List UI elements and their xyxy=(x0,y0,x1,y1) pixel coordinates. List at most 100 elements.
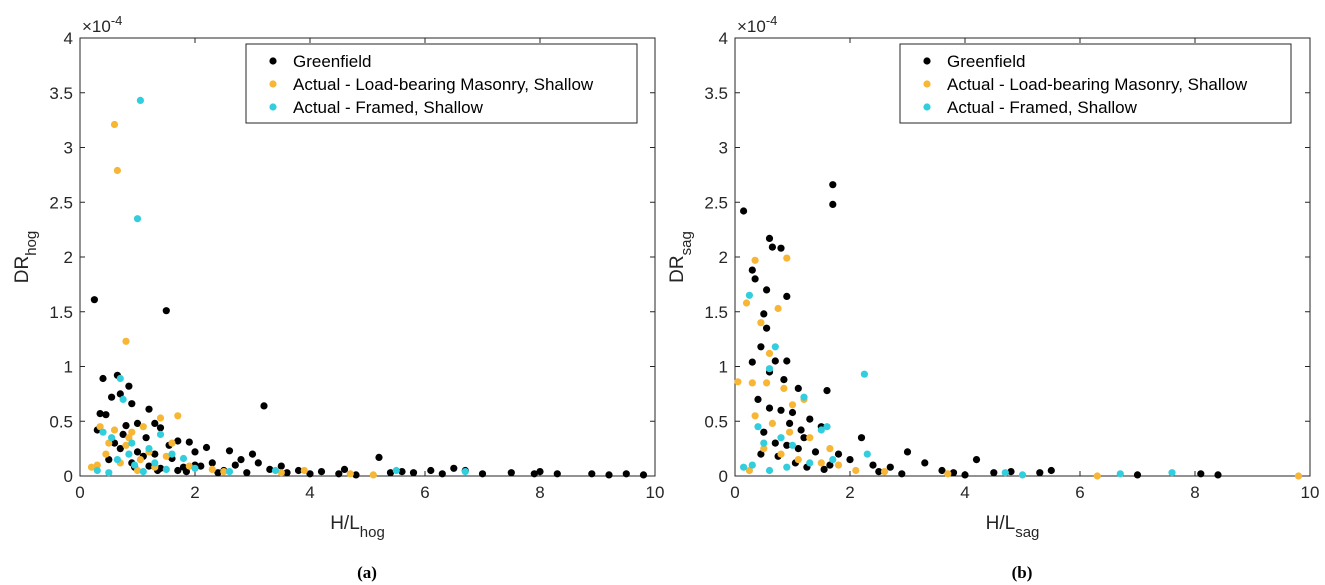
x-tick-label: 4 xyxy=(305,483,314,502)
data-point-masonry xyxy=(185,462,193,470)
y-axis-label: DRhog xyxy=(12,231,40,283)
data-point-greenfield xyxy=(438,470,446,478)
data-point-greenfield xyxy=(829,181,837,189)
data-point-masonry xyxy=(346,470,354,478)
y-tick-label: 3.5 xyxy=(49,84,73,103)
data-point-framed xyxy=(829,456,837,464)
data-point-greenfield xyxy=(794,384,802,392)
data-point-greenfield xyxy=(254,459,262,467)
data-point-framed xyxy=(179,454,188,463)
data-point-greenfield xyxy=(122,422,130,430)
data-point-greenfield xyxy=(757,343,765,351)
x-tick-label: 2 xyxy=(190,483,199,502)
data-point-greenfield xyxy=(128,400,136,408)
x-tick-label: 0 xyxy=(75,483,84,502)
data-point-framed xyxy=(748,461,756,469)
y-tick-label: 4 xyxy=(64,29,73,48)
y-tick-label: 1 xyxy=(64,358,73,377)
data-point-greenfield xyxy=(622,470,630,478)
data-point-greenfield xyxy=(185,438,193,446)
data-point-greenfield xyxy=(949,469,958,477)
data-point-masonry xyxy=(760,445,768,453)
data-point-greenfield xyxy=(777,244,785,252)
data-point-masonry xyxy=(220,468,228,476)
data-point-framed xyxy=(817,426,825,434)
data-point-greenfield xyxy=(174,437,182,445)
y-tick-label: 0.5 xyxy=(49,412,73,431)
data-point-greenfield xyxy=(823,387,831,395)
data-point-masonry xyxy=(122,441,130,449)
data-point-greenfield xyxy=(869,461,877,469)
y-tick-label: 3 xyxy=(719,139,728,158)
data-point-masonry xyxy=(156,414,165,422)
data-point-masonry xyxy=(93,461,101,469)
legend-label: Actual - Load-bearing Masonry, Shallow xyxy=(947,75,1248,94)
data-point-masonry xyxy=(174,412,182,420)
data-point-greenfield xyxy=(90,296,98,304)
data-point-masonry xyxy=(944,470,952,478)
data-point-framed xyxy=(151,459,159,467)
data-point-greenfield xyxy=(961,471,969,479)
data-point-greenfield xyxy=(794,445,802,453)
data-point-framed xyxy=(162,465,170,473)
data-point-greenfield xyxy=(119,430,127,438)
y-tick-label: 0 xyxy=(64,467,73,486)
data-point-framed xyxy=(392,466,400,475)
data-point-greenfield xyxy=(1047,466,1055,475)
legend-label: Greenfield xyxy=(293,52,371,71)
x-tick-label: 8 xyxy=(1190,483,1199,502)
data-point-framed xyxy=(133,215,142,223)
data-point-framed xyxy=(1168,469,1176,477)
data-point-masonry xyxy=(780,384,788,392)
legend: Greenfield Actual - Load-bearing Masonry,… xyxy=(899,43,1292,124)
data-point-greenfield xyxy=(780,376,788,384)
data-point-greenfield xyxy=(757,450,765,458)
data-point-masonry xyxy=(826,445,834,453)
data-point-greenfield xyxy=(800,434,808,442)
data-point-masonry xyxy=(128,428,136,436)
x-tick-label: 6 xyxy=(1075,483,1084,502)
data-point-greenfield xyxy=(898,470,906,478)
data-point-greenfield xyxy=(639,471,648,479)
data-point-greenfield xyxy=(921,459,929,467)
data-point-masonry xyxy=(136,456,144,464)
y-axis-label: DRsag xyxy=(667,231,695,283)
data-point-greenfield xyxy=(763,286,771,294)
data-point-masonry xyxy=(87,463,96,471)
data-point-greenfield xyxy=(116,390,124,398)
data-point-greenfield xyxy=(783,357,791,365)
legend-marker-greenfield xyxy=(269,57,277,65)
data-point-greenfield xyxy=(938,466,946,475)
data-point-masonry xyxy=(794,456,802,464)
y-tick-label: 1.5 xyxy=(49,303,73,322)
data-point-masonry xyxy=(208,465,216,473)
data-point-framed xyxy=(765,466,774,475)
data-point-masonry xyxy=(751,256,759,264)
data-point-greenfield xyxy=(398,468,406,476)
x-tick-label: 8 xyxy=(535,483,544,502)
data-point-masonry xyxy=(786,428,794,436)
data-point-framed xyxy=(863,450,871,458)
data-point-greenfield xyxy=(105,456,113,464)
x-tick-label: 10 xyxy=(1301,483,1320,502)
data-point-greenfield xyxy=(771,439,779,447)
data-point-greenfield xyxy=(875,468,883,476)
data-point-masonry xyxy=(763,379,771,387)
data-point-greenfield xyxy=(450,464,458,472)
data-point-greenfield xyxy=(1036,469,1044,477)
y-tick-label: 2.5 xyxy=(704,193,728,212)
data-point-framed xyxy=(860,370,869,378)
legend-box xyxy=(245,43,638,124)
legend-label: Actual - Framed, Shallow xyxy=(947,98,1138,117)
y-tick-label: 2 xyxy=(719,248,728,267)
data-point-greenfield xyxy=(96,410,104,418)
data-point-masonry xyxy=(369,471,377,479)
legend-marker-masonry xyxy=(269,80,277,88)
data-point-greenfield xyxy=(294,466,303,475)
data-point-greenfield xyxy=(1214,471,1222,479)
data-point-greenfield xyxy=(248,450,257,458)
data-point-greenfield xyxy=(277,462,285,470)
data-point-greenfield xyxy=(605,471,613,479)
data-point-greenfield xyxy=(768,243,777,251)
